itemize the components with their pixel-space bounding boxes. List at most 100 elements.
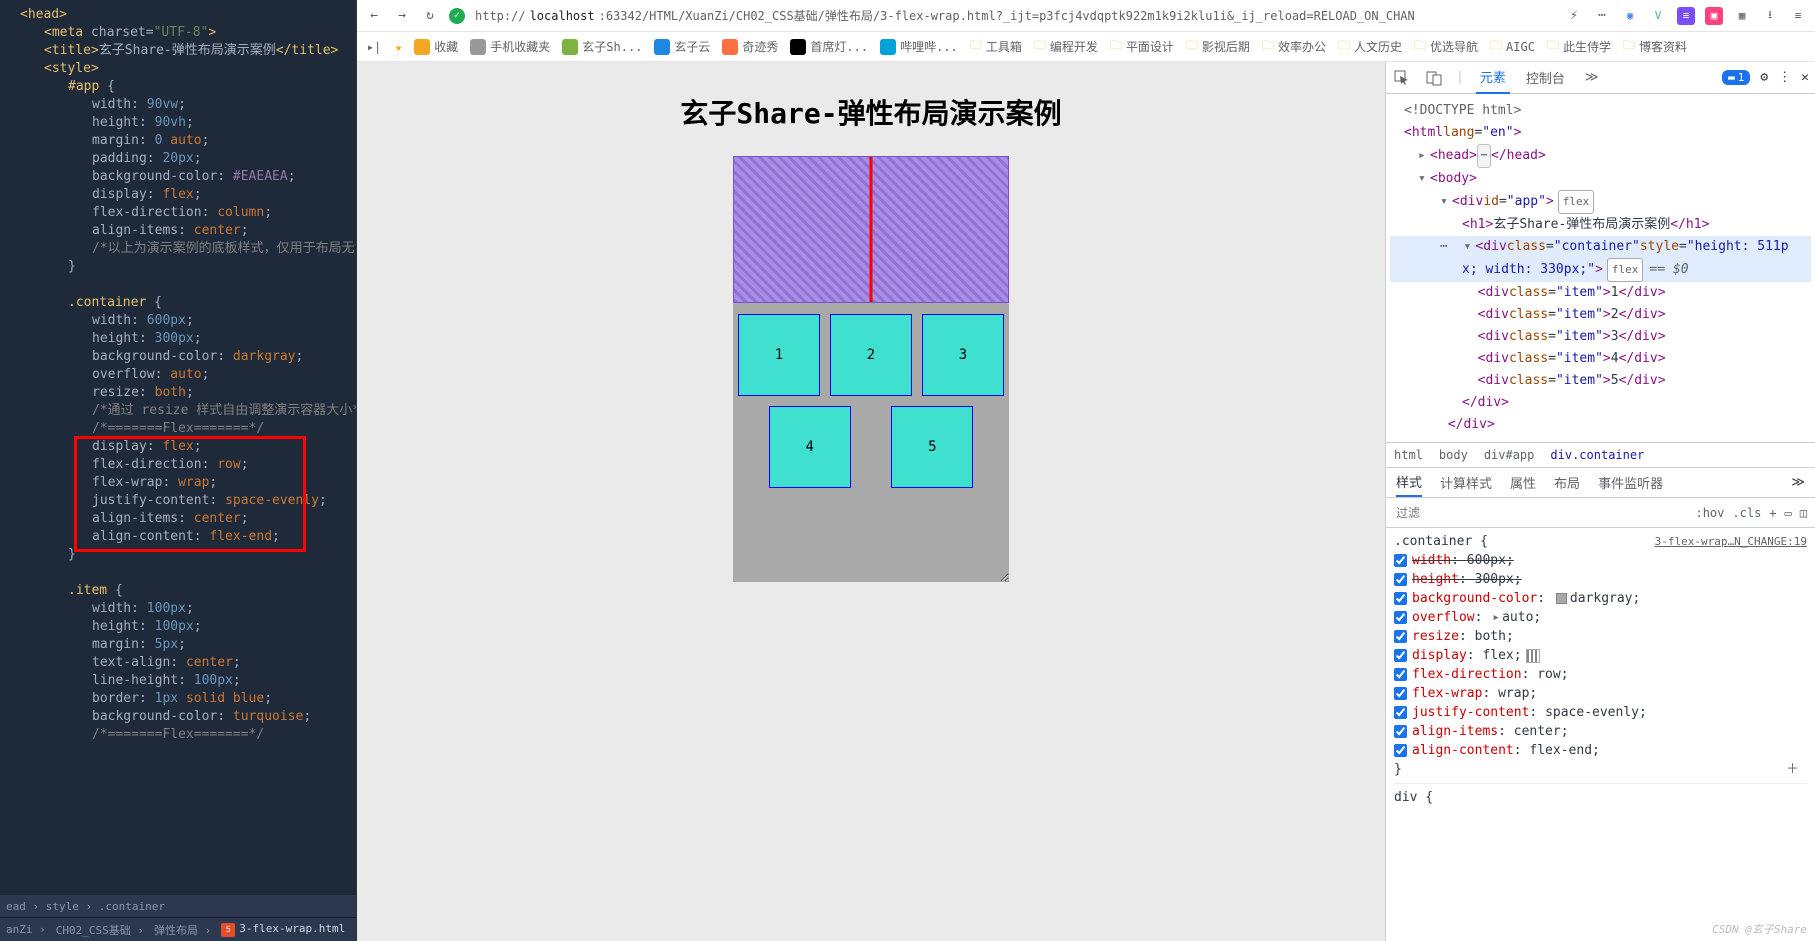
- more-icon[interactable]: ⋯: [1593, 7, 1611, 25]
- filter-button[interactable]: +: [1769, 506, 1776, 520]
- inspect-icon[interactable]: [1392, 68, 1412, 88]
- styles-tab[interactable]: 计算样式: [1440, 469, 1492, 496]
- dom-crumb[interactable]: div.container: [1550, 448, 1644, 462]
- browser-toolbar: ← → ↻ ✓ http://localhost:63342/HTML/Xuan…: [357, 0, 1815, 32]
- editor-tab[interactable]: 53-flex-wrap.html: [221, 922, 345, 937]
- reload-icon[interactable]: ↻: [421, 7, 439, 25]
- styles-tab[interactable]: 事件监听器: [1598, 469, 1663, 496]
- bookmark-item[interactable]: 首席灯...: [790, 38, 868, 55]
- editor-tab[interactable]: 弹性布局 ›: [154, 922, 211, 938]
- style-checkbox[interactable]: [1394, 573, 1407, 586]
- url-host: localhost: [530, 9, 595, 23]
- bookmark-item[interactable]: 🗀编程开发: [1034, 36, 1098, 57]
- hatched-overlay: [733, 156, 1009, 303]
- ext-icon-3[interactable]: ≡: [1677, 7, 1695, 25]
- ext-icon-4[interactable]: ▣: [1705, 7, 1723, 25]
- ext-icon-download[interactable]: ⭳: [1761, 7, 1779, 25]
- editor-breadcrumb[interactable]: ead › style › .container: [0, 895, 356, 917]
- badge-count: 1: [1738, 71, 1745, 84]
- dom-crumb[interactable]: body: [1439, 448, 1468, 462]
- bookmark-item[interactable]: 🗀平面设计: [1110, 36, 1174, 57]
- style-checkbox[interactable]: [1394, 649, 1407, 662]
- filter-button[interactable]: :hov: [1695, 506, 1724, 520]
- bookmark-item[interactable]: 哔哩哔...: [880, 38, 958, 55]
- style-checkbox[interactable]: [1394, 706, 1407, 719]
- bookmark-item[interactable]: 玄子Sh...: [562, 38, 642, 55]
- extension-icons: ◉ V ≡ ▣ ▦ ⭳ ≡: [1621, 7, 1807, 25]
- bookmark-item[interactable]: 🗀此生侍学: [1547, 36, 1611, 57]
- dom-crumb[interactable]: html: [1394, 448, 1423, 462]
- style-checkbox[interactable]: [1394, 744, 1407, 757]
- bookmark-item[interactable]: 玄子云: [654, 38, 710, 55]
- forward-icon[interactable]: →: [393, 7, 411, 25]
- rendered-page: 玄子Share-弹性布局演示案例 12345: [357, 62, 1385, 941]
- dom-crumb[interactable]: div#app: [1484, 448, 1535, 462]
- bookmark-item[interactable]: 🗀博客资料: [1623, 36, 1687, 57]
- tab-more[interactable]: ≫: [1581, 64, 1603, 91]
- bookmark-item[interactable]: 手机收藏夹: [470, 38, 550, 55]
- styles-tab[interactable]: 样式: [1396, 468, 1422, 497]
- bookmark-item[interactable]: 🗀优选导航: [1414, 36, 1478, 57]
- bookmark-item[interactable]: 🗀AIGC: [1490, 36, 1535, 57]
- styles-tab[interactable]: 布局: [1554, 469, 1580, 496]
- filter-button[interactable]: .cls: [1732, 506, 1761, 520]
- kebab-icon[interactable]: ⋮: [1778, 70, 1791, 85]
- dom-breadcrumbs: html body div#app div.container: [1386, 442, 1815, 468]
- editor-file-tabs: anZi › CH02_CSS基础 › 弹性布局 › 53-flex-wrap.htm…: [0, 917, 356, 941]
- styles-filter-bar: :hov .cls + ▭ ◫: [1386, 498, 1815, 528]
- editor-tab[interactable]: CH02_CSS基础 ›: [56, 922, 144, 938]
- bookmark-item[interactable]: 🗀效率办公: [1262, 36, 1326, 57]
- style-checkbox[interactable]: [1394, 592, 1407, 605]
- back-icon[interactable]: ←: [365, 7, 383, 25]
- ext-icon-menu[interactable]: ≡: [1789, 7, 1807, 25]
- styles-pane[interactable]: .container {3-flex-wrap…N_CHANGE:19width…: [1386, 528, 1815, 941]
- browser-panel: ← → ↻ ✓ http://localhost:63342/HTML/Xuan…: [356, 0, 1815, 941]
- bookmark-item[interactable]: 🗀影视后期: [1186, 36, 1250, 57]
- flex-items-zone: 12345: [733, 303, 1009, 582]
- ext-icon-apps[interactable]: ▦: [1733, 7, 1751, 25]
- bookmark-item[interactable]: 🗀人文历史: [1338, 36, 1402, 57]
- close-devtools-icon[interactable]: ✕: [1801, 70, 1809, 85]
- styles-tab[interactable]: 属性: [1510, 469, 1536, 496]
- bookmarks-bar: ▸| ★ 收藏手机收藏夹玄子Sh... 玄子云奇迹秀首席灯... 哔哩哔... 🗀工具…: [357, 32, 1815, 62]
- device-icon[interactable]: [1424, 68, 1444, 88]
- style-checkbox[interactable]: [1394, 611, 1407, 624]
- bookmark-item[interactable]: 🗀工具箱: [970, 36, 1022, 57]
- issues-badge[interactable]: ▬ 1: [1722, 70, 1750, 85]
- code-editor-panel: <head><meta charset="UTF-8"><title>玄子Sha…: [0, 0, 356, 941]
- dom-tree[interactable]: <!DOCTYPE html><html lang="en">▸<head> ⋯…: [1386, 94, 1815, 442]
- style-checkbox[interactable]: [1394, 630, 1407, 643]
- tab-console[interactable]: 控制台: [1522, 62, 1569, 93]
- style-checkbox[interactable]: [1394, 725, 1407, 738]
- styles-more-icon[interactable]: ≫: [1791, 475, 1805, 490]
- filter-buttons: :hov .cls + ▭ ◫: [1687, 506, 1815, 520]
- editor-tab[interactable]: anZi ›: [6, 923, 46, 936]
- editor-code-area[interactable]: <head><meta charset="UTF-8"><title>玄子Sha…: [0, 0, 356, 895]
- tab-elements[interactable]: 元素: [1476, 62, 1510, 94]
- url-bar[interactable]: http://localhost:63342/HTML/XuanZi/CH02_…: [475, 7, 1555, 24]
- ext-icon-vue[interactable]: V: [1649, 7, 1667, 25]
- url-protocol: http://: [475, 9, 526, 23]
- bookmark-item[interactable]: 收藏: [414, 38, 458, 55]
- filter-icon[interactable]: ▭: [1785, 506, 1792, 520]
- settings-icon[interactable]: ⚙: [1760, 70, 1768, 85]
- sidebar-toggle-icon[interactable]: ▸|: [365, 38, 383, 56]
- ext-icon-1[interactable]: ◉: [1621, 7, 1639, 25]
- flex-item: 4: [769, 406, 851, 488]
- devtools-panel: | 元素 控制台 ≫ ▬ 1 ⚙ ⋮ ✕ <!DOCTYPE html><htm…: [1385, 62, 1815, 941]
- bookmark-item[interactable]: 奇迹秀: [722, 38, 778, 55]
- watermark-text: CSDN @玄子Share: [1712, 921, 1807, 937]
- flex-item: 1: [738, 314, 820, 396]
- flex-item: 5: [891, 406, 973, 488]
- filter-icon[interactable]: ◫: [1800, 506, 1807, 520]
- style-checkbox[interactable]: [1394, 668, 1407, 681]
- styles-filter-input[interactable]: [1386, 506, 1687, 520]
- style-checkbox[interactable]: [1394, 554, 1407, 567]
- flex-demo-container[interactable]: 12345: [733, 156, 1009, 582]
- center-divider: [870, 157, 873, 302]
- favorites-star-icon[interactable]: ★: [395, 40, 402, 54]
- secure-icon[interactable]: ✓: [449, 8, 465, 24]
- lightning-icon[interactable]: ⚡: [1565, 7, 1583, 25]
- add-rule-icon[interactable]: ＋: [1786, 760, 1799, 779]
- style-checkbox[interactable]: [1394, 687, 1407, 700]
